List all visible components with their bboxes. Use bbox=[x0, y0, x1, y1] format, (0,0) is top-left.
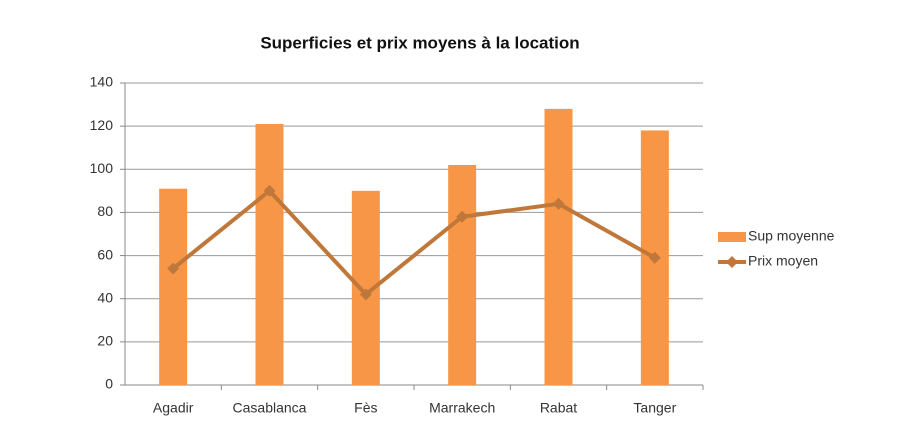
chart-title: Superficies et prix moyens à la location bbox=[260, 33, 579, 52]
y-tick-label: 40 bbox=[97, 289, 113, 305]
y-tick-label: 0 bbox=[105, 376, 113, 392]
y-tick-label: 120 bbox=[90, 117, 114, 133]
y-tick-label: 80 bbox=[97, 203, 113, 219]
legend-marker bbox=[726, 256, 738, 268]
x-tick-label: Rabat bbox=[540, 400, 577, 416]
line-marker bbox=[456, 210, 469, 223]
line-marker bbox=[552, 197, 565, 210]
line-marker bbox=[359, 288, 372, 301]
legend-label: Prix moyen bbox=[748, 253, 818, 269]
bar bbox=[255, 123, 284, 385]
line-marker bbox=[263, 184, 276, 197]
legend-label: Sup moyenne bbox=[748, 228, 835, 244]
x-tick-label: Tanger bbox=[633, 400, 676, 416]
x-tick-label: Marrakech bbox=[429, 400, 495, 416]
bar bbox=[159, 188, 188, 385]
y-tick-label: 20 bbox=[97, 333, 113, 349]
line-marker bbox=[648, 251, 661, 264]
line bbox=[171, 188, 656, 297]
bar bbox=[448, 164, 477, 385]
y-tick-label: 60 bbox=[97, 246, 113, 262]
x-tick-label: Fès bbox=[354, 400, 377, 416]
y-tick-label: 140 bbox=[90, 74, 114, 90]
x-tick-label: Casablanca bbox=[233, 400, 307, 416]
legend-swatch bbox=[718, 232, 746, 242]
bar bbox=[544, 108, 573, 385]
line-marker bbox=[167, 262, 180, 275]
y-tick-label: 100 bbox=[90, 160, 114, 176]
x-tick-label: Agadir bbox=[153, 400, 194, 416]
